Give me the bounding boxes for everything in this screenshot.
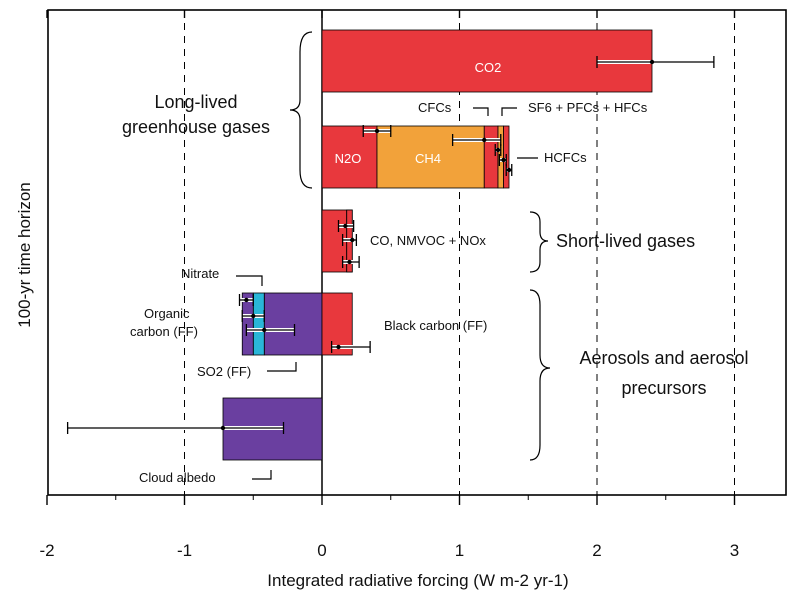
x-tick-label: -1 bbox=[177, 541, 192, 560]
error-bar bbox=[494, 144, 502, 156]
bar-cfcs bbox=[483, 125, 499, 189]
organic-label-line2: carbon (FF) bbox=[130, 324, 198, 339]
error-bar bbox=[245, 324, 296, 336]
x-tick-label: 0 bbox=[317, 541, 326, 560]
nitrate-label: Nitrate bbox=[181, 266, 219, 281]
x-tick-label: 3 bbox=[730, 541, 739, 560]
plot-frame bbox=[47, 9, 787, 496]
n2o-label: N2O bbox=[335, 151, 362, 166]
bar-black-carbon-ff- bbox=[321, 292, 353, 356]
x-tick-label: 1 bbox=[455, 541, 464, 560]
cloud-albedo-label: Cloud albedo bbox=[139, 470, 216, 485]
bar-nitrate bbox=[241, 292, 254, 356]
group-long-lived-line1: Long-lived bbox=[154, 92, 237, 112]
sf6-label: SF6 + PFCs + HFCs bbox=[528, 100, 648, 115]
error-bar bbox=[330, 341, 371, 353]
error-bar bbox=[66, 422, 285, 434]
bar-organic-carbon-ff- bbox=[252, 292, 265, 356]
black-carbon-label: Black carbon (FF) bbox=[384, 318, 487, 333]
aerosols-brace bbox=[529, 289, 551, 461]
group-short-lived: Short-lived gases bbox=[556, 231, 695, 251]
long-lived-brace bbox=[289, 31, 313, 189]
bar-so2-ff- bbox=[263, 292, 323, 356]
error-bars-group bbox=[66, 56, 715, 434]
bar-ch4 bbox=[376, 125, 485, 189]
error-bar bbox=[505, 164, 513, 176]
error-bar bbox=[238, 294, 254, 306]
error-bar bbox=[451, 134, 502, 146]
error-bar bbox=[362, 125, 392, 137]
cfcs-label: CFCs bbox=[418, 100, 452, 115]
error-bar bbox=[596, 56, 715, 68]
bar-n2o bbox=[321, 125, 378, 189]
group-braces bbox=[289, 31, 551, 461]
so2-label: SO2 (FF) bbox=[197, 364, 251, 379]
hcfcs-label: HCFCs bbox=[544, 150, 587, 165]
x-ticks: -2 -1 0 1 2 3 bbox=[39, 10, 739, 560]
group-aerosols-line2: precursors bbox=[621, 378, 706, 398]
organic-label-line1: Organic bbox=[144, 306, 190, 321]
co2-label: CO2 bbox=[475, 60, 502, 75]
ch4-label: CH4 bbox=[415, 151, 441, 166]
error-bar bbox=[341, 234, 358, 246]
group-aerosols-line1: Aerosols and aerosol bbox=[579, 348, 748, 368]
y-axis-label: 100-yr time horizon bbox=[15, 182, 34, 328]
annotation-leaders bbox=[236, 107, 538, 480]
error-bar bbox=[241, 310, 265, 322]
x-axis-label: Integrated radiative forcing (W m-2 yr-1… bbox=[267, 571, 568, 590]
x-tick-label: -2 bbox=[39, 541, 54, 560]
error-bar bbox=[337, 220, 355, 232]
error-bar bbox=[341, 256, 360, 268]
group-long-lived-line2: greenhouse gases bbox=[122, 117, 270, 137]
short-gases-species-label: CO, NMVOC + NOx bbox=[370, 233, 486, 248]
short-lived-brace bbox=[529, 211, 549, 273]
x-tick-label: 2 bbox=[592, 541, 601, 560]
